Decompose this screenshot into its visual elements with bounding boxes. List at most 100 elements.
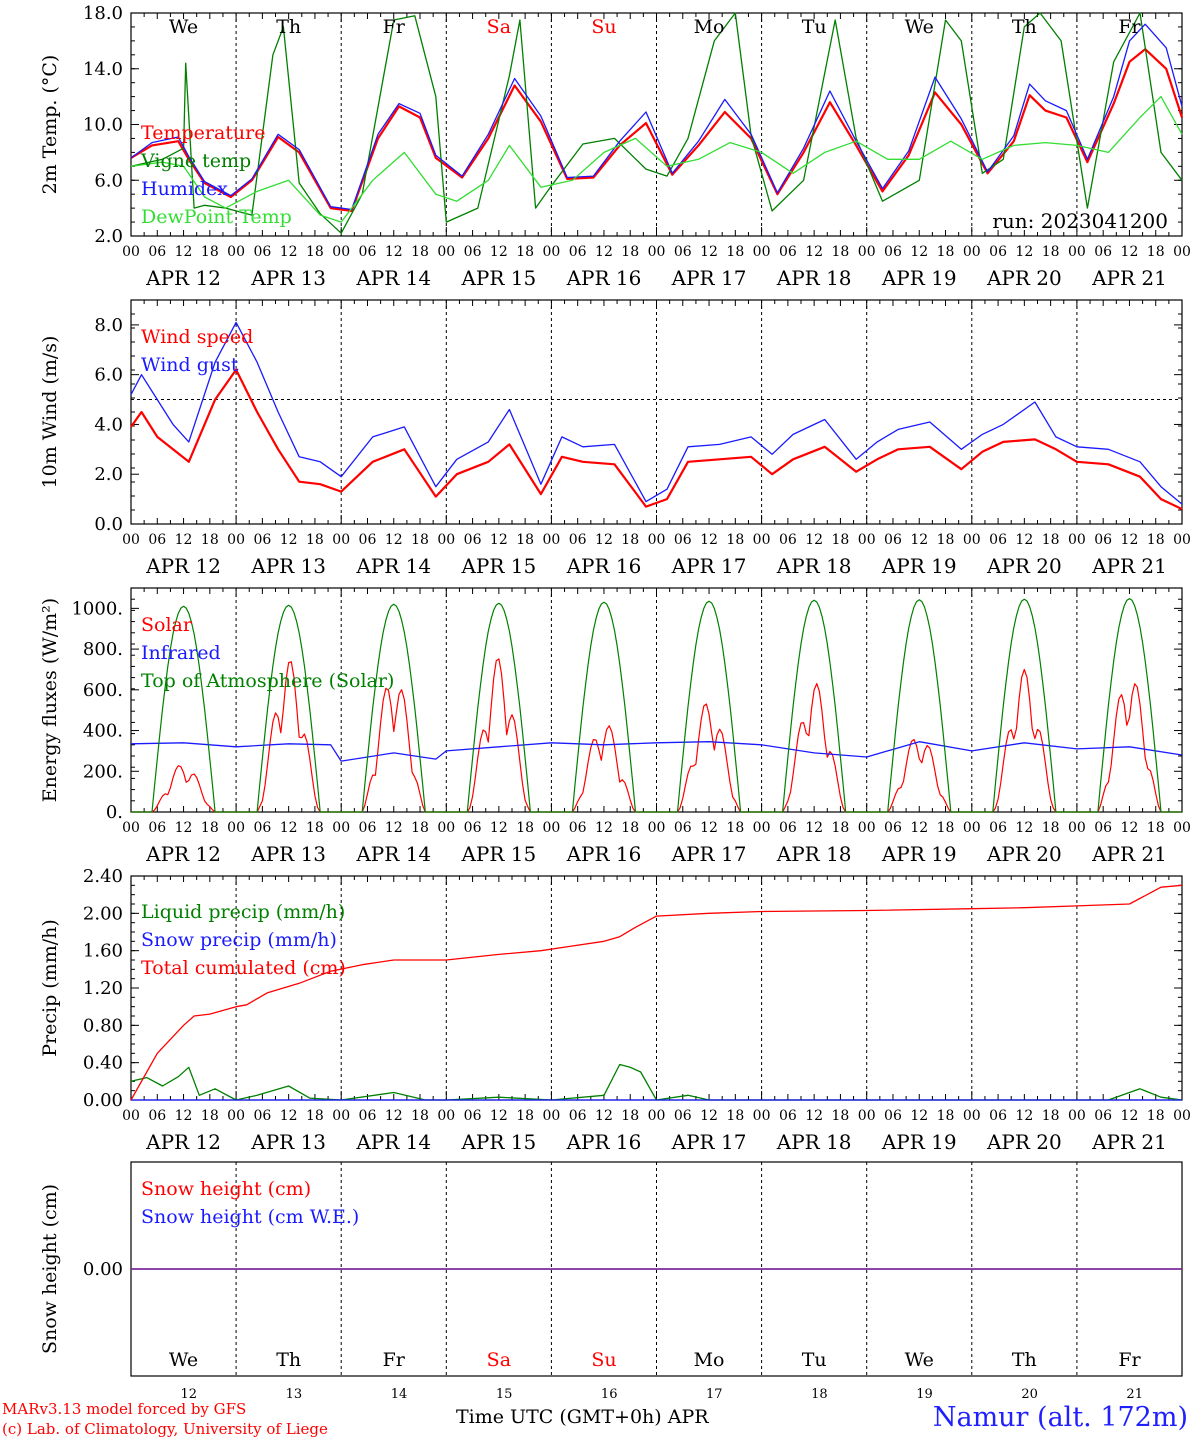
day-number-label: 16 (601, 1387, 618, 1402)
x-date-label: APR 21 (1091, 842, 1167, 866)
weekday-label-bottom: Su (591, 1349, 616, 1371)
x-hour-label: 12 (280, 244, 298, 260)
y-tick-label: 1000. (71, 598, 123, 619)
x-hour-label: 12 (385, 820, 403, 836)
day-number-label: 21 (1126, 1387, 1143, 1402)
x-hour-label: 18 (1042, 244, 1060, 260)
x-hour-label: 18 (937, 532, 955, 548)
x-hour-label: 12 (280, 1108, 298, 1124)
y-tick-label: 0.00 (83, 1090, 123, 1111)
x-hour-label: 00 (858, 1108, 876, 1124)
y-tick-label: 14.0 (83, 59, 123, 80)
day-number-label: 13 (286, 1387, 303, 1402)
x-date-label: APR 17 (671, 842, 747, 866)
x-hour-label: 18 (516, 820, 534, 836)
x-hour-label: 06 (464, 820, 482, 836)
x-date-label: APR 21 (1091, 266, 1167, 290)
x-date-label: APR 21 (1091, 1130, 1167, 1154)
x-hour-label: 00 (122, 820, 140, 836)
x-hour-label: 06 (779, 244, 797, 260)
weekday-label-top: Th (276, 16, 301, 38)
x-hour-label: 12 (1121, 820, 1139, 836)
x-date-label: APR 14 (355, 1130, 431, 1154)
x-hour-label: 00 (437, 1108, 455, 1124)
x-hour-label: 06 (359, 820, 377, 836)
x-hour-label: 00 (122, 244, 140, 260)
day-number-label: 15 (496, 1387, 513, 1402)
x-date-label: APR 20 (986, 554, 1062, 578)
x-date-label: APR 15 (460, 266, 536, 290)
legend-solar: Solar (141, 614, 193, 636)
time-axis-label: Time UTC (GMT+0h) APR (456, 1406, 709, 1428)
x-date-label: APR 17 (671, 266, 747, 290)
x-date-label: APR 20 (986, 266, 1062, 290)
x-hour-label: 12 (175, 244, 193, 260)
model-credit: MARv3.13 model forced by GFS (2, 1400, 247, 1418)
x-date-label: APR 18 (776, 554, 852, 578)
x-date-label: APR 21 (1091, 554, 1167, 578)
x-hour-label: 18 (306, 1108, 324, 1124)
series-infrared (130, 741, 1183, 762)
x-hour-label: 00 (227, 1108, 245, 1124)
x-date-label: APR 20 (986, 842, 1062, 866)
x-hour-label: 12 (280, 820, 298, 836)
x-hour-label: 12 (700, 1108, 718, 1124)
x-hour-label: 06 (148, 244, 166, 260)
x-hour-label: 00 (858, 820, 876, 836)
legend-dewpoint-temp: DewPoint Temp (141, 206, 292, 228)
x-hour-label: 12 (175, 820, 193, 836)
legend-humidex: Humidex (141, 178, 228, 200)
weekday-label-bottom: Th (276, 1349, 301, 1371)
x-hour-label: 06 (1094, 1108, 1112, 1124)
x-hour-label: 12 (385, 1108, 403, 1124)
x-hour-label: 06 (253, 244, 271, 260)
x-hour-label: 00 (332, 244, 350, 260)
weekday-label-top: Fr (383, 16, 406, 38)
x-hour-label: 18 (201, 820, 219, 836)
x-hour-label: 00 (963, 820, 981, 836)
x-hour-label: 06 (674, 820, 692, 836)
x-hour-label: 18 (411, 244, 429, 260)
x-hour-label: 00 (648, 244, 666, 260)
x-date-label: APR 14 (355, 266, 431, 290)
x-hour-label: 00 (648, 1108, 666, 1124)
y-tick-label: 10.0 (83, 115, 123, 136)
y-tick-label: 4.0 (94, 414, 123, 435)
x-hour-label: 12 (595, 1108, 613, 1124)
day-number-label: 14 (391, 1387, 408, 1402)
x-hour-label: 18 (937, 1108, 955, 1124)
x-hour-label: 06 (674, 1108, 692, 1124)
legend-snow-height-cm-w-e: Snow height (cm W.E.) (141, 1206, 359, 1228)
x-hour-label: 18 (411, 820, 429, 836)
x-hour-label: 06 (884, 820, 902, 836)
x-hour-label: 18 (306, 532, 324, 548)
x-hour-label: 06 (1094, 532, 1112, 548)
x-hour-label: 18 (1042, 532, 1060, 548)
y-tick-label: 200. (83, 761, 123, 782)
x-hour-label: 06 (253, 1108, 271, 1124)
series-dewpoint-temp (130, 95, 1183, 223)
x-hour-label: 12 (595, 244, 613, 260)
x-hour-label: 06 (569, 532, 587, 548)
station-label: Namur (alt. 172m) (932, 1402, 1188, 1433)
x-hour-label: 06 (569, 820, 587, 836)
x-date-label: APR 13 (250, 554, 326, 578)
x-hour-label: 00 (753, 532, 771, 548)
x-hour-label: 12 (910, 532, 928, 548)
x-date-label: APR 12 (145, 266, 221, 290)
x-hour-label: 12 (490, 532, 508, 548)
x-hour-label: 12 (1015, 532, 1033, 548)
x-hour-label: 06 (148, 820, 166, 836)
weekday-label-bottom: Th (1012, 1349, 1037, 1371)
day-number-label: 17 (706, 1387, 723, 1402)
x-date-label: APR 20 (986, 1130, 1062, 1154)
y-tick-label: 0.00 (83, 1259, 123, 1280)
x-hour-label: 18 (726, 820, 744, 836)
x-date-label: APR 19 (881, 554, 957, 578)
weekday-label-top: Mo (694, 16, 725, 38)
x-hour-label: 18 (1147, 1108, 1165, 1124)
x-date-label: APR 18 (776, 842, 852, 866)
x-hour-label: 12 (595, 820, 613, 836)
weekday-label-bottom: Fr (1118, 1349, 1141, 1371)
x-hour-label: 00 (542, 244, 560, 260)
